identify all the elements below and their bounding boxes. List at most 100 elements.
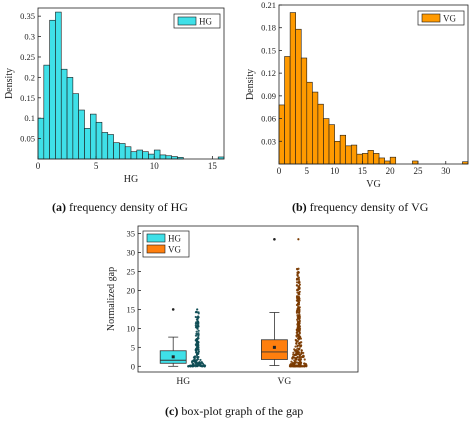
x-tick-label: 15 <box>208 161 218 171</box>
caption-b-tag: (b) <box>292 200 307 214</box>
raw-point <box>197 329 200 332</box>
raw-point <box>297 361 300 365</box>
y-tick-label: 5 <box>131 342 135 352</box>
histogram-bar <box>306 81 313 165</box>
raw-point <box>297 311 300 314</box>
x-tick-label: 5 <box>94 161 99 171</box>
raw-point <box>299 358 303 361</box>
y-tick-label: 0.1 <box>24 113 35 123</box>
raw-point <box>297 364 300 368</box>
histogram-bar <box>312 91 319 165</box>
raw-point <box>297 278 301 281</box>
raw-point <box>295 352 299 356</box>
raw-point <box>192 360 195 363</box>
histogram-bar <box>72 93 79 160</box>
raw-point <box>191 364 194 367</box>
x-tick-label: 0 <box>36 161 41 171</box>
raw-point <box>298 344 301 347</box>
raw-point <box>296 295 299 298</box>
raw-point <box>295 311 299 314</box>
legend-swatch <box>146 244 166 254</box>
box-outlier <box>171 308 175 311</box>
y-tick-label: 0.15 <box>20 93 35 103</box>
raw-point <box>197 312 200 315</box>
box-vg <box>260 339 288 360</box>
legend-label: VG <box>168 245 181 255</box>
raw-point <box>197 351 200 354</box>
raw-point <box>296 271 299 274</box>
y-axis-label: Density <box>4 68 15 99</box>
histogram-bar <box>148 153 155 160</box>
histogram-bar <box>55 11 62 160</box>
y-tick-label: 0.25 <box>20 52 35 62</box>
raw-point <box>295 340 298 344</box>
raw-point <box>297 314 300 317</box>
histogram-bar <box>389 156 397 165</box>
raw-point <box>292 351 295 354</box>
raw-point <box>298 287 301 290</box>
raw-point <box>298 334 301 337</box>
raw-point <box>296 318 299 321</box>
y-tick-label: 0.18 <box>261 23 276 33</box>
raw-point <box>294 338 297 342</box>
caption-b: (b) frequency density of VG <box>292 200 428 215</box>
histogram-bar <box>384 160 391 165</box>
raw-point <box>200 365 204 368</box>
histogram-bar <box>378 157 385 165</box>
raw-point <box>198 362 202 365</box>
raw-point <box>197 323 200 326</box>
raw-point <box>194 348 197 352</box>
raw-point <box>303 358 306 361</box>
raw-point <box>191 360 194 363</box>
legend-swatch <box>421 13 441 23</box>
x-tick-label: HG <box>176 377 190 387</box>
y-tick-label: 0.09 <box>261 91 276 101</box>
raw-point <box>296 333 299 336</box>
x-tick-label: 10 <box>150 161 160 171</box>
raw-point <box>296 273 299 277</box>
plot-frame <box>278 4 469 165</box>
y-axis-label: Density <box>245 69 256 100</box>
raw-point <box>299 344 303 347</box>
raw-point <box>298 347 301 350</box>
histogram-bar <box>328 124 335 165</box>
raw-point <box>291 355 295 359</box>
histogram-bar <box>119 143 126 160</box>
x-tick-label: 5 <box>305 166 310 176</box>
histogram-bar <box>101 132 109 160</box>
raw-point <box>293 356 296 359</box>
y-tick-label: 20 <box>127 285 136 295</box>
y-tick-label: 0.21 <box>261 0 276 10</box>
raw-point <box>196 356 199 359</box>
raw-point <box>189 364 192 367</box>
histogram-bar <box>90 113 97 160</box>
histogram-bar <box>317 103 324 165</box>
raw-point <box>294 345 297 348</box>
legend-swatch <box>146 233 166 243</box>
raw-point <box>297 322 300 325</box>
histogram-vg: 0 5 10 15 20 25 30 0.03 0.06 0.09 0.12 0.15 0.18 0.21… <box>245 0 469 190</box>
histogram-bar <box>136 149 143 160</box>
raw-point <box>196 308 199 311</box>
raw-point <box>299 365 302 368</box>
y-tick-label: 15 <box>127 304 136 314</box>
plot-frame <box>37 7 225 160</box>
caption-a-tag: (a) <box>52 200 66 214</box>
raw-point <box>296 326 299 329</box>
raw-point <box>300 341 303 344</box>
raw-point <box>194 334 198 337</box>
raw-point <box>302 351 305 355</box>
histogram-bar <box>278 104 285 165</box>
raw-point <box>297 301 300 305</box>
raw-point <box>295 281 299 284</box>
raw-point <box>293 359 296 362</box>
raw-point <box>298 308 301 311</box>
raw-point <box>293 348 296 351</box>
caption-b-text: frequency density of VG <box>309 200 429 214</box>
x-axis-label: HG <box>124 174 138 185</box>
x-tick-label: 15 <box>358 166 368 176</box>
raw-point <box>302 354 305 357</box>
caption-c-text: box-plot graph of the gap <box>181 404 304 418</box>
raw-point <box>298 280 301 283</box>
